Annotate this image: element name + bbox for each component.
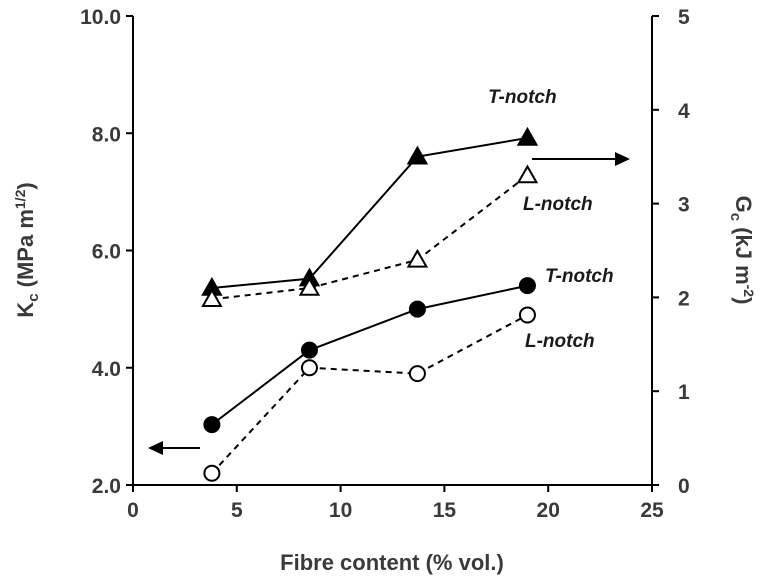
x-tick-label: 20 xyxy=(537,499,560,522)
series-l-notch-kc-point xyxy=(203,464,221,482)
arrow-left-axis xyxy=(148,441,200,455)
series-l-notch-kc-point xyxy=(300,359,318,377)
right-axis-title: Gc (kJ m-2) xyxy=(727,196,757,305)
series-l-notch-kc-line xyxy=(211,314,528,474)
series-label-l-notch-gc: L-notch xyxy=(523,194,593,215)
series-t-notch-kc-point xyxy=(203,416,221,434)
arrow-right-axis xyxy=(532,152,630,166)
series-t-notch-gc-line xyxy=(211,136,528,290)
y-right-tick-label: 1 xyxy=(678,381,690,404)
series-t-notch-kc-point xyxy=(300,341,318,359)
y-right-tick-label: 5 xyxy=(678,6,690,29)
series-t-notch-kc-line xyxy=(211,284,528,426)
x-tick-label: 0 xyxy=(127,499,139,522)
series-l-notch-gc-line xyxy=(211,174,529,301)
series-l-notch-kc-point xyxy=(408,365,426,383)
series-l-notch-gc-point xyxy=(201,288,223,308)
tick-labels: 0 5 10 15 20 25 2.0 4.0 6.0 8.0 10.0 0 1 2 3 4 5 xyxy=(80,6,690,522)
y-left-tick-label: 2.0 xyxy=(92,475,121,498)
y-right-tick-label: 0 xyxy=(678,475,690,498)
y-right-tick-label: 3 xyxy=(678,194,690,217)
series-l-notch-gc-point xyxy=(406,248,429,268)
series-lines xyxy=(211,136,529,474)
x-tick-label: 10 xyxy=(329,499,352,522)
series-t-notch-gc-point xyxy=(516,126,539,146)
series-t-notch-kc-point xyxy=(408,300,426,318)
y-left-tick-label: 10.0 xyxy=(80,6,121,29)
series-t-notch-kc-point xyxy=(518,277,536,295)
x-tick-label: 5 xyxy=(231,499,243,522)
series-l-notch-kc-point xyxy=(518,306,536,324)
x-tick-label: 25 xyxy=(640,499,664,522)
series-l-notch-gc-point xyxy=(516,164,539,184)
series-label-l-notch-kc: L-notch xyxy=(525,331,595,352)
y-left-tick-label: 4.0 xyxy=(92,358,121,381)
axes xyxy=(126,15,659,492)
x-tick-label: 15 xyxy=(433,499,457,522)
series-markers xyxy=(201,126,539,482)
series-t-notch-gc-point xyxy=(406,145,429,165)
series-l-notch-gc-point xyxy=(298,277,321,296)
x-axis-title: Fibre content (% vol.) xyxy=(280,550,504,575)
series-label-t-notch-gc: T-notch xyxy=(488,87,557,108)
y-left-tick-label: 6.0 xyxy=(92,241,121,264)
left-axis-title: Kc (MPa m1/2) xyxy=(12,182,42,317)
series-label-t-notch-kc: T-notch xyxy=(545,266,614,287)
y-right-tick-label: 4 xyxy=(678,100,690,123)
y-right-tick-label: 2 xyxy=(678,287,690,310)
y-left-tick-label: 8.0 xyxy=(92,123,121,146)
